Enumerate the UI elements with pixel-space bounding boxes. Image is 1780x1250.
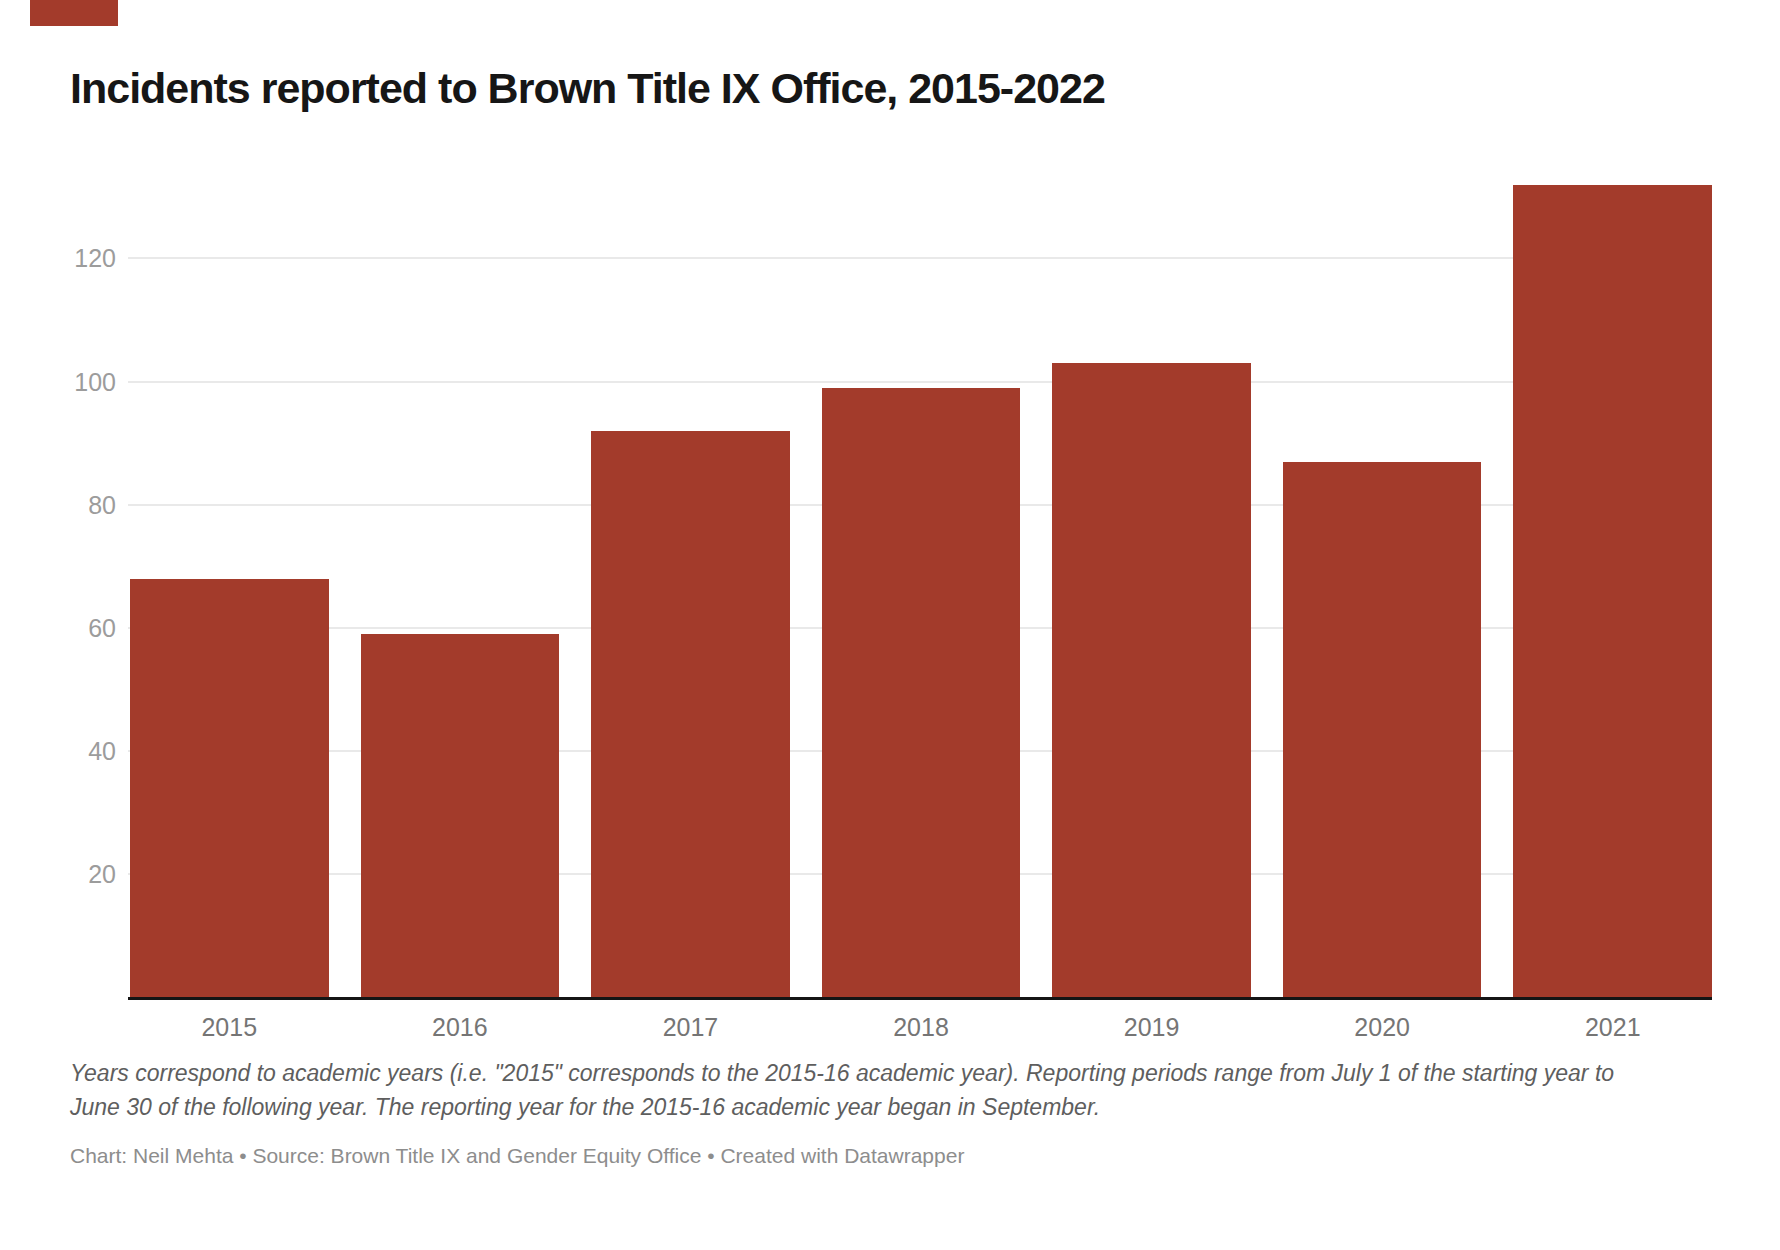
x-tick-label-2021: 2021 xyxy=(1513,1013,1712,1042)
bar-2018[interactable] xyxy=(822,388,1021,997)
x-axis-line xyxy=(128,997,1712,1000)
plot-area: 20406080100120 2015201620172018201920202… xyxy=(130,160,1712,997)
bar-2021[interactable] xyxy=(1513,185,1712,997)
x-tick-label-2020: 2020 xyxy=(1283,1013,1482,1042)
chart-title: Incidents reported to Brown Title IX Off… xyxy=(70,64,1105,113)
chart-byline: Chart: Neil Mehta • Source: Brown Title … xyxy=(70,1144,964,1168)
datawrapper-bar-chart: Incidents reported to Brown Title IX Off… xyxy=(0,0,1780,1250)
x-tick-label-2017: 2017 xyxy=(591,1013,790,1042)
y-tick-label-120: 120 xyxy=(74,246,116,271)
x-tick-label-2019: 2019 xyxy=(1052,1013,1251,1042)
y-tick-label-100: 100 xyxy=(74,369,116,394)
y-tick-label-60: 60 xyxy=(88,615,116,640)
y-tick-label-20: 20 xyxy=(88,861,116,886)
y-tick-label-80: 80 xyxy=(88,492,116,517)
bar-2020[interactable] xyxy=(1283,462,1482,997)
y-tick-label-40: 40 xyxy=(88,738,116,763)
x-axis-labels: 2015 2016 2017 2018 2019 2020 2021 xyxy=(130,1013,1712,1042)
chart-note-line-2: June 30 of the following year. The repor… xyxy=(70,1094,1100,1120)
bar-2019[interactable] xyxy=(1052,363,1251,997)
bar-2015[interactable] xyxy=(130,579,329,998)
x-tick-label-2015: 2015 xyxy=(130,1013,329,1042)
bar-2017[interactable] xyxy=(591,431,790,997)
x-tick-label-2018: 2018 xyxy=(822,1013,1021,1042)
bar-series xyxy=(130,160,1712,997)
bar-2016[interactable] xyxy=(361,634,560,997)
chart-note: Years correspond to academic years (i.e.… xyxy=(70,1056,1614,1124)
chart-note-line-1: Years correspond to academic years (i.e.… xyxy=(70,1060,1614,1086)
screenshot-artifact-red-block xyxy=(30,0,118,26)
x-tick-label-2016: 2016 xyxy=(361,1013,560,1042)
